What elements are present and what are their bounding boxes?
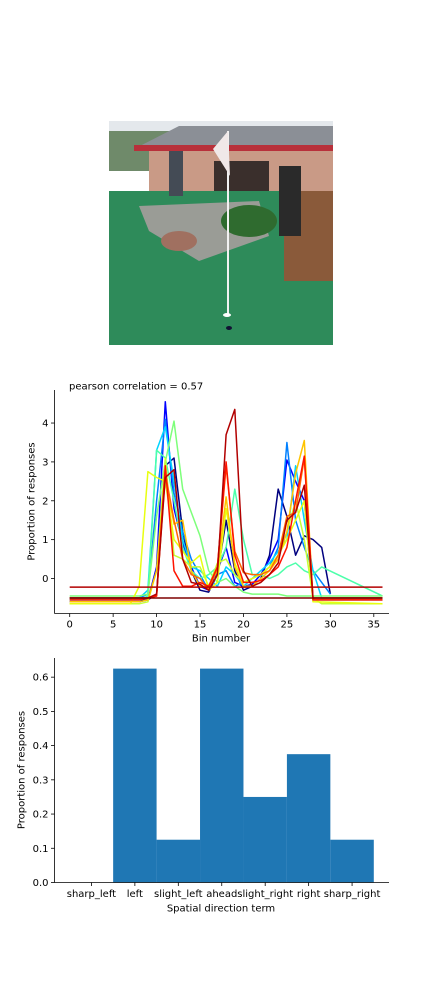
line-series-10 [69,457,383,599]
bar-x-tick-label: sharp_left [67,889,116,900]
line-chart-x-axis-label: Bin number [192,634,251,645]
photo-person [279,166,301,236]
bar-chart-x-axis-label: Spatial direction term [167,904,275,915]
line-x-tick-label: 10 [150,620,163,631]
line-x-tick-label: 25 [281,620,294,631]
bar-x-tick-label: left [127,889,143,900]
photo-roof [134,126,333,149]
line-series-4 [69,426,383,599]
bar-slight_left [156,839,201,883]
bar-y-tick-label: 0.5 [33,707,49,718]
bar-x-tick-label: slight_left [154,889,203,900]
bar-ahead [200,668,244,883]
bar-sharp_right [330,839,374,883]
photo-person-2 [169,151,183,196]
photo-hole [226,326,232,330]
line-y-tick-label: 4 [42,419,48,430]
line-series-8 [69,470,383,605]
line-x-tick-label: 30 [324,620,337,631]
bar-left [113,668,157,883]
bar-y-tick-label: 0.1 [33,844,49,855]
bar-right [286,754,331,883]
bar-x-tick-label: slight_right [237,889,293,900]
line-x-tick-label: 15 [194,620,207,631]
line-x-tick-label: 20 [237,620,250,631]
photo-flag [213,131,230,176]
line-x-tick-label: 5 [110,620,116,631]
bar-x-tick-label: right [297,889,321,900]
bar-chart-y-axis-label: Proportion of responses [17,711,28,829]
line-x-tick-label: 0 [67,620,73,631]
photo-bush [221,205,277,237]
bar-slight_right [243,796,287,883]
line-series-7 [69,457,383,605]
bar-y-tick-label: 0.6 [33,673,49,684]
line-series-12 [69,408,383,599]
line-chart-title: pearson correlation = 0.57 [69,382,203,393]
bar-y-tick-label: 0.4 [33,741,49,752]
direction-bar-chart: sharp_left left slight_left ahead slight_rig… [17,658,389,915]
bar-x-tick-label: ahead [206,889,237,900]
line-series-5 [69,449,383,601]
bar-series-group [113,668,374,883]
mini-golf-photo [109,121,333,345]
bar-chart-x-ticks: sharp_left left slight_left ahead slight_rig… [67,882,381,900]
line-chart-y-axis-label: Proportion of responses [27,442,38,560]
line-y-tick-label: 3 [42,457,48,468]
line-series-group [69,400,383,605]
line-y-tick-label: 2 [42,496,48,507]
line-y-tick-label: 1 [42,535,48,546]
line-y-tick-label: 0 [42,574,48,585]
bar-chart-y-ticks: 0.0 0.1 0.2 0.3 0.4 0.5 0.6 [33,673,55,889]
line-chart-y-ticks: 0 1 2 3 4 [42,419,55,585]
photo-window [214,161,269,191]
bar-y-tick-label: 0.2 [33,810,49,821]
photo-ball [223,313,231,317]
response-line-chart: pearson correlation = 0.57 0 5 10 15 20 25 30 3… [27,382,389,645]
bar-x-tick-label: sharp_right [324,889,381,900]
photo-roof-trim [134,145,333,151]
bar-y-tick-label: 0.3 [33,775,49,786]
photo-rocks [161,231,197,251]
line-x-tick-label: 35 [367,620,380,631]
line-chart-x-ticks: 0 5 10 15 20 25 30 35 [67,613,380,631]
bar-y-tick-label: 0.0 [33,878,49,889]
